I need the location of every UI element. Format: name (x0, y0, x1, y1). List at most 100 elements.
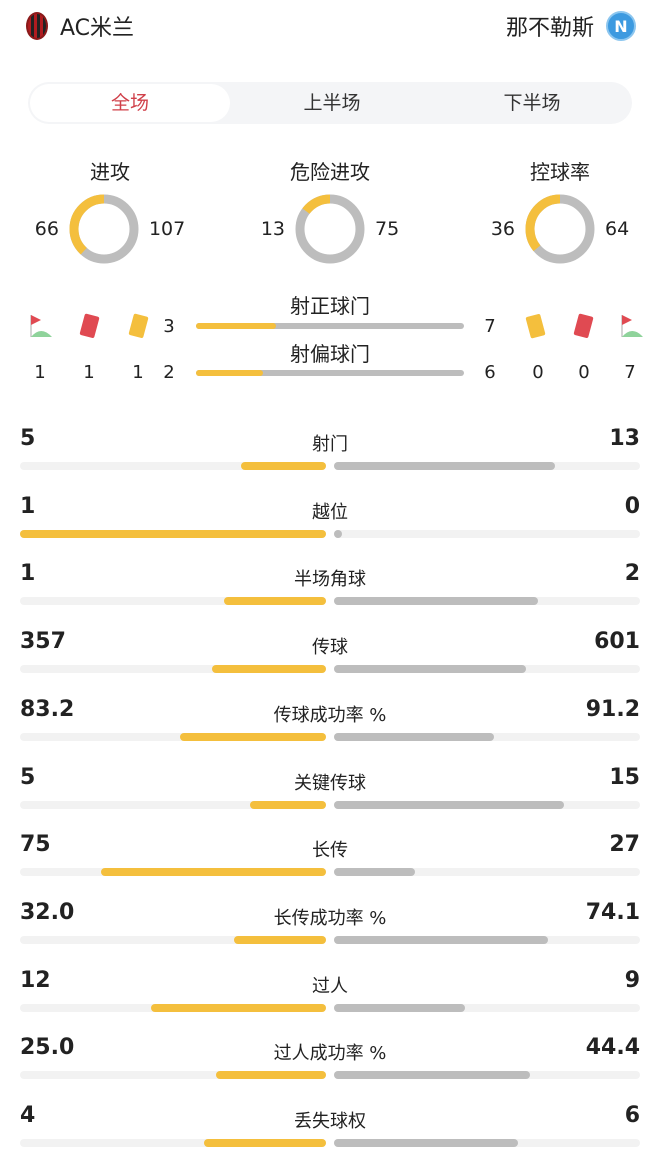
stat-home-track (20, 1003, 326, 1012)
stat-label: 长传 (312, 840, 348, 862)
stat-away-track (334, 868, 640, 877)
stat-away-value: 13 (609, 426, 640, 451)
away-red-cards: 0 (578, 362, 590, 383)
stat-home-bar (249, 800, 326, 809)
stat-label: 过人 (312, 975, 348, 997)
donut-home-arc (295, 194, 365, 264)
stat-home-bar (101, 868, 326, 877)
home-corners: 1 (34, 362, 46, 383)
stat-home-value: 12 (20, 967, 51, 993)
stat-away-track (334, 1071, 640, 1080)
stat-row: 83.2 传球成功率 % 91.2 (20, 689, 640, 757)
stat-row: 1 越位 0 (20, 486, 640, 554)
away-team-name: 那不勒斯 (505, 16, 594, 41)
stat-away-track (334, 529, 640, 538)
stat-away-bar (334, 800, 564, 809)
stat-away-bar (334, 935, 548, 944)
stat-away-value: 6 (624, 1103, 640, 1128)
home-red-cards: 1 (83, 362, 95, 383)
stat-row: 357 传球 601 (20, 621, 640, 689)
stat-home-track (20, 1139, 326, 1147)
home-event-counts: 1 1 1 (28, 362, 150, 383)
stat-away-track (334, 1003, 640, 1012)
stat-away-track (334, 665, 640, 674)
stat-row: 1 半场角球 2 (20, 553, 640, 621)
stat-away-bar (334, 462, 555, 470)
stat-home-track (20, 732, 326, 741)
home-yellow-cards: 1 (132, 362, 144, 383)
stat-away-bar (334, 1139, 518, 1147)
stat-home-track (20, 1071, 326, 1080)
stat-label: 半场角球 (294, 569, 366, 591)
home-team: AC米兰 (26, 10, 134, 42)
stat-home-bar (151, 1003, 326, 1012)
stat-away-bar (334, 868, 415, 877)
stat-home-bar (241, 462, 326, 470)
stat-away-value: 74.1 (585, 899, 640, 925)
donut-title: 控球率 (530, 160, 590, 184)
donut-home-value: 36 (490, 218, 515, 240)
stat-home-bar (224, 597, 326, 606)
stat-away-track (334, 800, 640, 809)
shots-on-home: 3 (163, 316, 175, 337)
donut-home-value: 66 (34, 218, 59, 240)
stat-home-value: 5 (20, 764, 36, 790)
home-event-icons (28, 312, 152, 340)
stat-away-bar (334, 732, 495, 741)
stat-away-track (334, 462, 640, 470)
donut-away-value: 64 (605, 218, 630, 240)
stat-away-bar (334, 665, 526, 674)
stat-row: 12 过人 9 (20, 960, 640, 1028)
stat-away-value: 27 (609, 832, 640, 858)
stat-home-value: 1 (20, 561, 36, 587)
stat-label: 过人成功率 % (273, 1043, 387, 1065)
stat-row: 32.0 长传成功率 % 74.1 (20, 892, 640, 960)
stat-away-track (334, 597, 640, 606)
stat-label: 传球 (312, 637, 348, 659)
stat-away-track (334, 1139, 640, 1147)
away-event-counts: 0 0 7 (526, 362, 642, 383)
stat-away-value: 15 (609, 764, 640, 790)
stat-home-track (20, 665, 326, 674)
donut-away-value: 75 (375, 218, 400, 240)
stat-home-bar (211, 665, 326, 674)
tab-full-match[interactable]: 全场 (30, 84, 230, 122)
stat-away-value: 0 (624, 493, 640, 519)
period-tabs: 全场 上半场 下半场 (28, 82, 632, 124)
shots-on-away: 7 (484, 316, 496, 337)
stat-home-value: 5 (20, 426, 36, 451)
donut-home-value: 13 (260, 218, 285, 240)
stat-home-bar (215, 1071, 326, 1080)
stat-away-value: 9 (624, 967, 640, 993)
stat-home-track (20, 935, 326, 944)
stat-label: 传球成功率 % (273, 704, 387, 726)
away-corners: 7 (624, 362, 636, 383)
donut-2: 控球率 36 64 (460, 156, 660, 266)
home-team-name: AC米兰 (60, 16, 135, 41)
yellow-card-icon (525, 314, 546, 339)
stat-away-value: 601 (594, 629, 640, 655)
stat-home-value: 32.0 (20, 899, 75, 925)
stat-row: 5 射门 13 (20, 418, 640, 486)
stat-away-value: 2 (624, 561, 640, 587)
stat-row: 4 丢失球权 6 (20, 1095, 640, 1163)
donut-title: 危险进攻 (290, 160, 370, 184)
donut-ring (69, 194, 139, 264)
shots-on-bar (196, 323, 464, 329)
stat-home-track (20, 597, 326, 606)
ac-milan-logo-icon (26, 12, 48, 40)
donut-1: 危险进攻 13 75 (230, 156, 430, 266)
stat-home-track (20, 462, 326, 470)
stat-home-value: 4 (20, 1103, 36, 1128)
stat-home-track (20, 529, 326, 538)
corner-flag-icon (30, 315, 52, 337)
tab-second-half[interactable]: 下半场 (503, 92, 561, 114)
donut-home-arc (69, 194, 139, 264)
away-yellow-cards: 0 (532, 362, 544, 383)
tab-first-half[interactable]: 上半场 (303, 92, 361, 114)
donut-ring (295, 194, 365, 264)
stat-label: 关键传球 (294, 772, 366, 794)
stat-label: 射门 (312, 434, 348, 455)
stat-home-value: 83.2 (20, 696, 75, 722)
donut-away-value: 107 (148, 218, 186, 240)
